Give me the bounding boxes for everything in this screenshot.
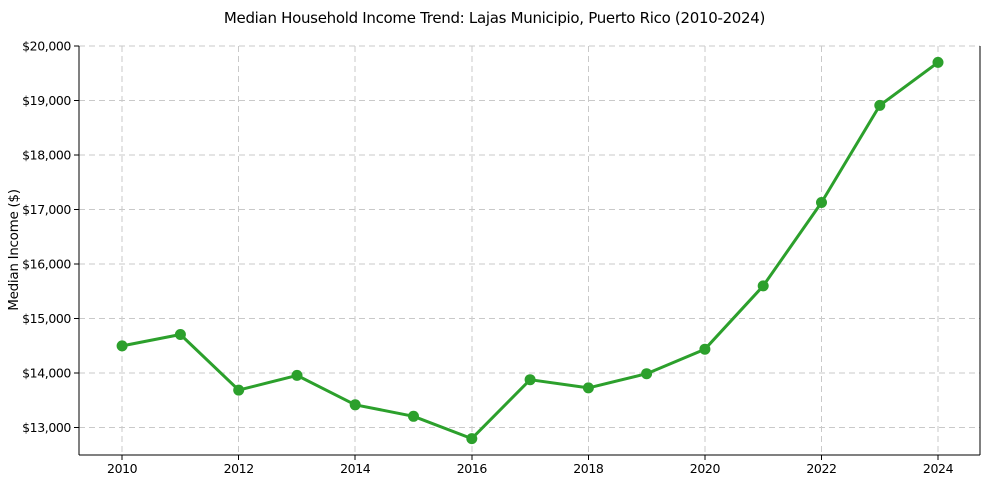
data-point-2020 xyxy=(699,343,711,355)
y-tick-label: $16,000 xyxy=(22,256,71,271)
data-point-2024 xyxy=(932,56,944,68)
x-tick-label: 2014 xyxy=(340,461,371,476)
x-tick-label: 2018 xyxy=(573,461,604,476)
data-point-2023 xyxy=(874,99,886,111)
chart-title: Median Household Income Trend: Lajas Mun… xyxy=(223,9,766,27)
data-point-2014 xyxy=(349,399,361,411)
y-tick-label: $17,000 xyxy=(22,202,71,217)
data-point-2015 xyxy=(408,410,419,422)
y-tick-label: $19,000 xyxy=(22,93,71,108)
x-tick-label: 2010 xyxy=(107,461,138,476)
y-tick-label: $13,000 xyxy=(22,420,71,435)
y-tick-label: $15,000 xyxy=(22,311,71,326)
x-tick-label: 2020 xyxy=(690,461,721,476)
data-point-2021 xyxy=(757,280,769,292)
data-point-2017 xyxy=(524,374,536,386)
data-point-2019 xyxy=(641,368,653,380)
data-point-2018 xyxy=(582,382,594,394)
data-point-2010 xyxy=(116,340,128,352)
x-tick-label: 2024 xyxy=(923,461,954,476)
data-point-2012 xyxy=(233,384,245,396)
data-point-2022 xyxy=(816,197,827,208)
y-tick-label: $20,000 xyxy=(22,38,71,53)
y-tick-label: $18,000 xyxy=(22,147,71,162)
data-point-2011 xyxy=(174,329,186,340)
data-point-2013 xyxy=(291,369,303,381)
x-tick-label: 2016 xyxy=(457,461,488,476)
x-tick-label: 2022 xyxy=(806,461,836,476)
x-tick-label: 2012 xyxy=(224,461,254,476)
y-tick-label: $14,000 xyxy=(22,366,71,381)
data-point-2016 xyxy=(466,433,478,445)
